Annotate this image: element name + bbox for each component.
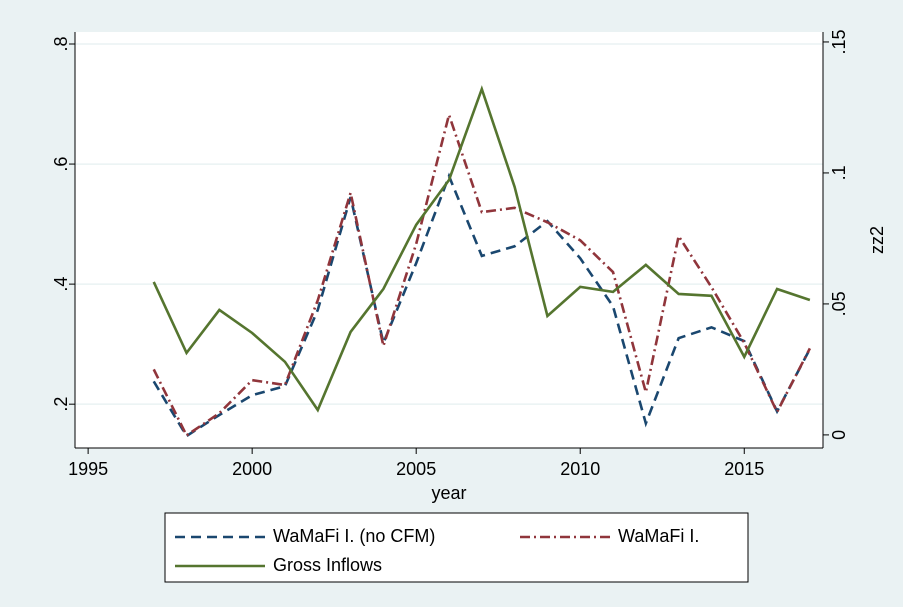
series-line (152, 172, 812, 438)
y-tick-label: .6 (51, 157, 71, 172)
series-line (152, 110, 812, 438)
x-tick-label: 2010 (560, 459, 600, 479)
x-axis-title: year (431, 483, 466, 503)
y-tick-label: .8 (51, 36, 71, 51)
y2-axis-title: zz2 (867, 226, 887, 254)
y2-tick-label: 0 (829, 430, 849, 440)
plot-area (75, 32, 823, 448)
y-tick-label: .2 (51, 397, 71, 412)
x-tick-label: 1995 (68, 459, 108, 479)
x-tick-label: 2005 (396, 459, 436, 479)
marks (152, 85, 812, 438)
x-tick-label: 2000 (232, 459, 272, 479)
legend-label: Gross Inflows (273, 555, 382, 575)
y2-tick-label: .05 (829, 291, 849, 316)
legend-label: WaMaFi I. (618, 526, 699, 546)
y2-tick-label: .15 (829, 29, 849, 54)
y-tick-label: .4 (51, 277, 71, 292)
y2-tick-label: .1 (829, 165, 849, 180)
grid (75, 43, 823, 405)
series-line (152, 85, 811, 413)
legend-label: WaMaFi I. (no CFM) (273, 526, 435, 546)
legend (164, 512, 749, 583)
x-tick-label: 2015 (724, 459, 764, 479)
